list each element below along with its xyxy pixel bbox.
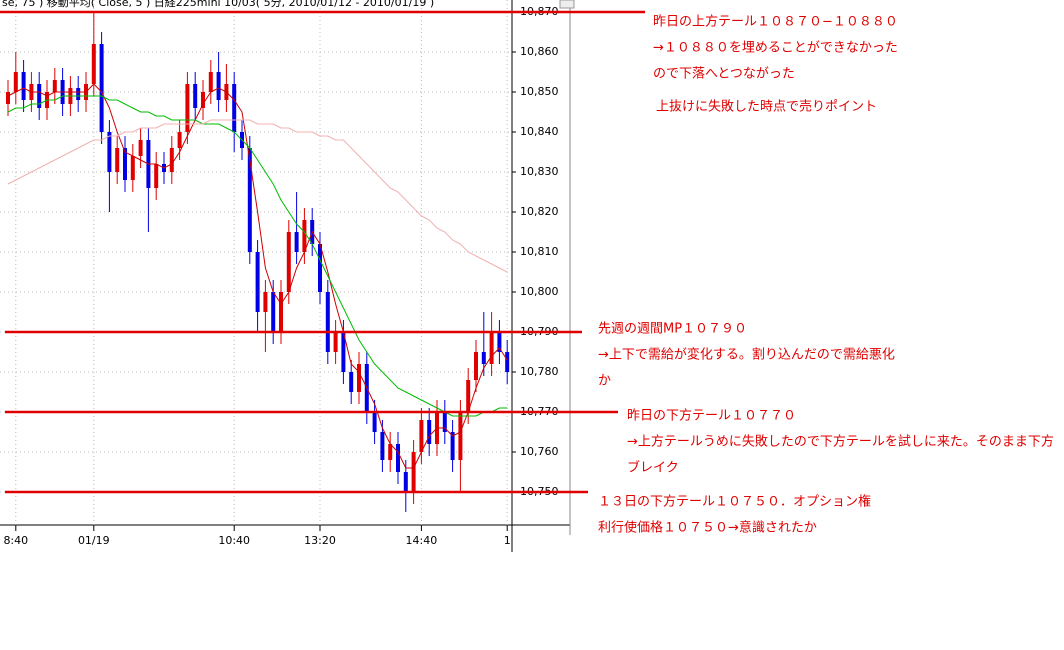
candle-body	[318, 244, 322, 292]
candle-body	[497, 332, 502, 352]
y-tick-label: 10,810	[520, 245, 559, 258]
candle-body	[123, 148, 127, 180]
candle-body	[13, 72, 18, 92]
candle-body	[349, 372, 354, 392]
candle-body	[263, 292, 268, 312]
y-tick-label: 10,800	[520, 285, 559, 298]
y-tick-label: 10,840	[520, 125, 559, 138]
annotation: 上抜けに失敗した時点で売りポイント	[656, 99, 877, 115]
candle-body	[442, 412, 447, 432]
moving-average	[7, 95, 508, 417]
header: se, 75 ) 移動平均( Close, 5 ) 日経225mini 10/0…	[2, 0, 434, 9]
candle-body	[255, 252, 260, 312]
candle-body	[380, 432, 385, 460]
moving-average	[7, 83, 508, 469]
y-tick-label: 10,760	[520, 445, 559, 458]
candle-body	[333, 332, 338, 352]
candle-body	[396, 444, 400, 472]
x-tick-label: 01/19	[78, 534, 110, 547]
candle-body	[91, 44, 96, 84]
x-tick-label: 1	[504, 534, 511, 547]
annotation: 昨日の下方テール１０７７０	[627, 408, 796, 424]
annotation: １３日の下方テール１０７５０．オプション権	[598, 494, 871, 510]
moving-average	[7, 119, 508, 273]
candle-body	[99, 44, 104, 132]
candle-body	[107, 132, 112, 172]
candle-body	[76, 88, 81, 100]
annotation: 先週の週間MP１０７９０	[598, 322, 747, 337]
annotation: か	[598, 374, 611, 389]
annotation: →１０８８０を埋めることができなかった	[653, 41, 898, 56]
candle-body	[247, 148, 252, 252]
candle-body	[427, 420, 432, 444]
candle-body	[232, 84, 237, 132]
candle-body	[177, 132, 182, 148]
candle-body	[154, 164, 159, 188]
candle-body	[341, 332, 346, 372]
annotation: 昨日の上方テール１０８７０−１０８８０	[653, 14, 898, 30]
x-tick-label: 8:40	[3, 534, 28, 547]
annotation: →上下で需給が変化する。割り込んだので需給悪化	[598, 347, 895, 363]
candle-body	[474, 352, 478, 380]
candle-body	[481, 352, 486, 364]
candle-body	[419, 420, 424, 452]
candle-body	[357, 364, 361, 392]
annotation: ので下落へとつながった	[653, 67, 795, 82]
x-tick-label: 14:40	[406, 534, 438, 547]
candle-body	[294, 232, 299, 252]
y-tick-label: 10,830	[520, 165, 559, 178]
candle-body	[21, 72, 26, 100]
y-tick-label: 10,780	[520, 365, 559, 378]
y-tick-label: 10,860	[520, 45, 559, 58]
candle-body	[130, 156, 135, 180]
candle-body	[115, 148, 120, 172]
annotation: ブレイク	[627, 460, 679, 476]
candle-body	[411, 452, 416, 492]
candle-body	[325, 292, 330, 352]
candle-body	[450, 432, 455, 460]
annotation: →上方テールうめに失敗したので下方テールを試しに来た。そのまま下方	[627, 434, 1054, 450]
candle-body	[193, 84, 198, 108]
scroll-button[interactable]	[559, 0, 575, 9]
candle-body	[138, 140, 143, 156]
candle-body	[458, 412, 463, 460]
candle-body	[208, 72, 213, 92]
candle-body	[52, 80, 57, 92]
candle-body	[216, 72, 221, 100]
candle-body	[185, 84, 190, 132]
candle-body	[388, 444, 393, 460]
x-tick-label: 13:20	[304, 534, 336, 547]
candle-body	[271, 292, 276, 332]
annotation: 利行使価格１０７５０→意識されたか	[598, 520, 817, 536]
candle-body	[372, 412, 377, 432]
candle-body	[302, 220, 307, 252]
y-tick-label: 10,850	[520, 85, 559, 98]
candle-body	[466, 380, 471, 412]
candle-body	[37, 84, 42, 108]
candle-body	[279, 292, 283, 332]
candle-body	[505, 352, 510, 372]
candle-body	[169, 148, 174, 172]
candle-body	[403, 472, 408, 492]
candle-body	[201, 92, 205, 108]
x-tick-label: 10:40	[218, 534, 250, 547]
candle-body	[489, 332, 494, 364]
y-tick-label: 10,820	[520, 205, 559, 218]
candle-body	[6, 92, 10, 104]
candle-body	[286, 232, 291, 292]
